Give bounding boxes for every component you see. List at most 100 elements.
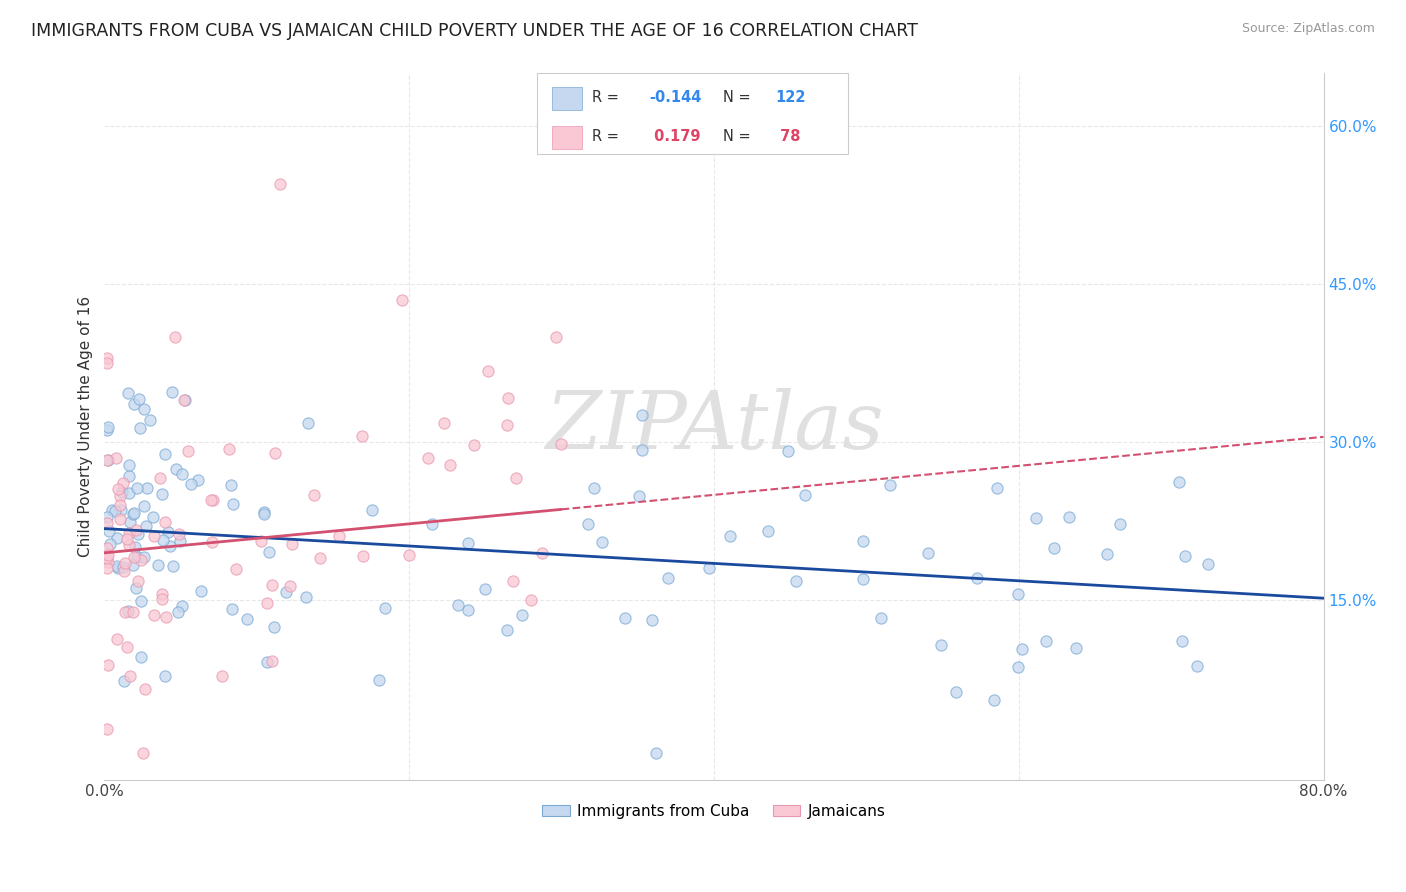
Point [520,593,543,607]
Point [132,499,155,513]
Point [1025,510,1047,524]
Point [131,553,153,567]
Point [97,555,120,569]
Point [122,397,145,411]
FancyBboxPatch shape [551,127,582,149]
Point [117,640,139,654]
Point [118,525,141,540]
Point [142,607,165,622]
Point [114,556,136,570]
Point [135,481,157,495]
Point [97,419,120,434]
Point [187,473,209,487]
Point [211,668,233,682]
Point [96,541,118,556]
Point [115,532,138,546]
Point [502,574,524,588]
Point [221,602,243,616]
Point [1185,659,1208,673]
Point [166,462,188,476]
Point [118,538,141,552]
Point [122,558,145,572]
Point [416,451,439,466]
Point [155,610,177,624]
Point [439,458,461,473]
Point [966,571,988,585]
Point [155,447,177,461]
Point [97,549,120,563]
Point [250,534,273,549]
Point [917,546,939,560]
Point [153,515,176,529]
Point [128,392,150,406]
Point [1007,659,1029,673]
Point [257,545,280,559]
Point [142,510,165,524]
Point [218,442,240,456]
Point [127,526,149,541]
Point [143,529,166,543]
Point [114,605,136,619]
Point [576,516,599,531]
Point [256,596,278,610]
Point [295,590,318,604]
Point [105,632,128,646]
Point [121,605,143,619]
Point [121,507,143,521]
Point [105,531,128,545]
Point [463,438,485,452]
Point [630,409,652,423]
Point [132,550,155,565]
Point [614,611,637,625]
Point [1066,640,1088,655]
Point [447,598,470,612]
Point [641,613,664,627]
Point [173,393,195,408]
Point [945,685,967,699]
Point [256,655,278,669]
Point [152,591,174,606]
Point [496,391,519,405]
Point [474,582,496,596]
Text: R =: R = [592,128,623,144]
Point [657,571,679,585]
Point [153,669,176,683]
Point [496,418,519,433]
Point [398,549,420,563]
Point [200,492,222,507]
Point [107,561,129,575]
Point [114,674,136,689]
Point [156,524,179,539]
Point [167,527,190,541]
Point [852,533,875,548]
Point [328,529,350,543]
Point [96,722,118,736]
Point [149,471,172,485]
Point [879,478,901,492]
Point [167,605,190,619]
Point [105,451,128,466]
Point [368,673,391,687]
Point [120,668,142,682]
Point [1167,475,1189,489]
Point [628,489,651,503]
Point [98,537,121,551]
Y-axis label: Child Poverty Under the Age of 16: Child Poverty Under the Age of 16 [79,296,93,557]
Point [131,594,153,608]
Point [132,401,155,416]
Point [496,623,519,637]
Point [202,492,225,507]
Point [107,482,129,496]
Point [1035,634,1057,648]
Point [138,413,160,427]
Point [219,478,242,492]
Point [253,505,276,519]
Point [274,585,297,599]
Point [101,503,124,517]
Point [582,481,605,495]
Point [201,534,224,549]
Point [131,650,153,665]
Point [104,504,127,518]
Point [260,654,283,668]
Point [986,481,1008,495]
